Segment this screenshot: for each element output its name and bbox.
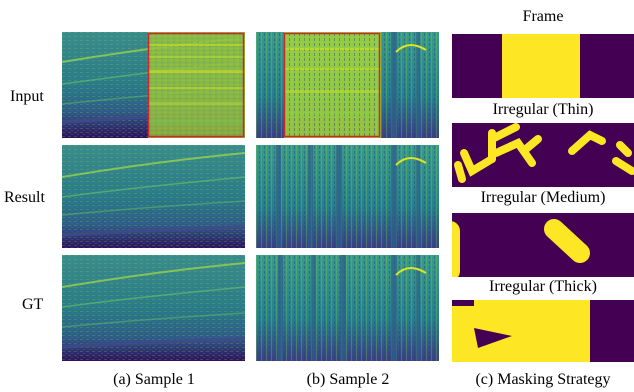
row-label-input: Input [10,88,44,105]
mask-irregular-thin [452,123,634,187]
caption-sample2: (b) Sample 2 [306,371,390,388]
spectrogram-result-sample2 [256,145,439,248]
row-label-result: Result [4,189,45,206]
spectrogram-gt-sample2 [256,255,439,361]
spectrogram-input-sample2 [256,32,439,138]
mask-title-thin: Irregular (Thin) [492,101,594,118]
spectrogram-gt-sample1 [62,255,245,361]
mask-irregular-thick [452,300,634,362]
spectrogram-input-sample1 [62,32,245,138]
caption-masking-strategy: (c) Masking Strategy [475,371,611,388]
caption-sample1: (a) Sample 1 [113,371,195,388]
spectrogram-result-sample1 [62,145,245,248]
mask-title-thick: Irregular (Thick) [489,278,597,295]
mask-irregular-medium [452,213,634,277]
mask-frame [452,34,634,98]
mask-title-medium: Irregular (Medium) [480,189,606,206]
row-label-gt: GT [22,296,44,313]
mask-title-frame: Frame [522,8,564,25]
